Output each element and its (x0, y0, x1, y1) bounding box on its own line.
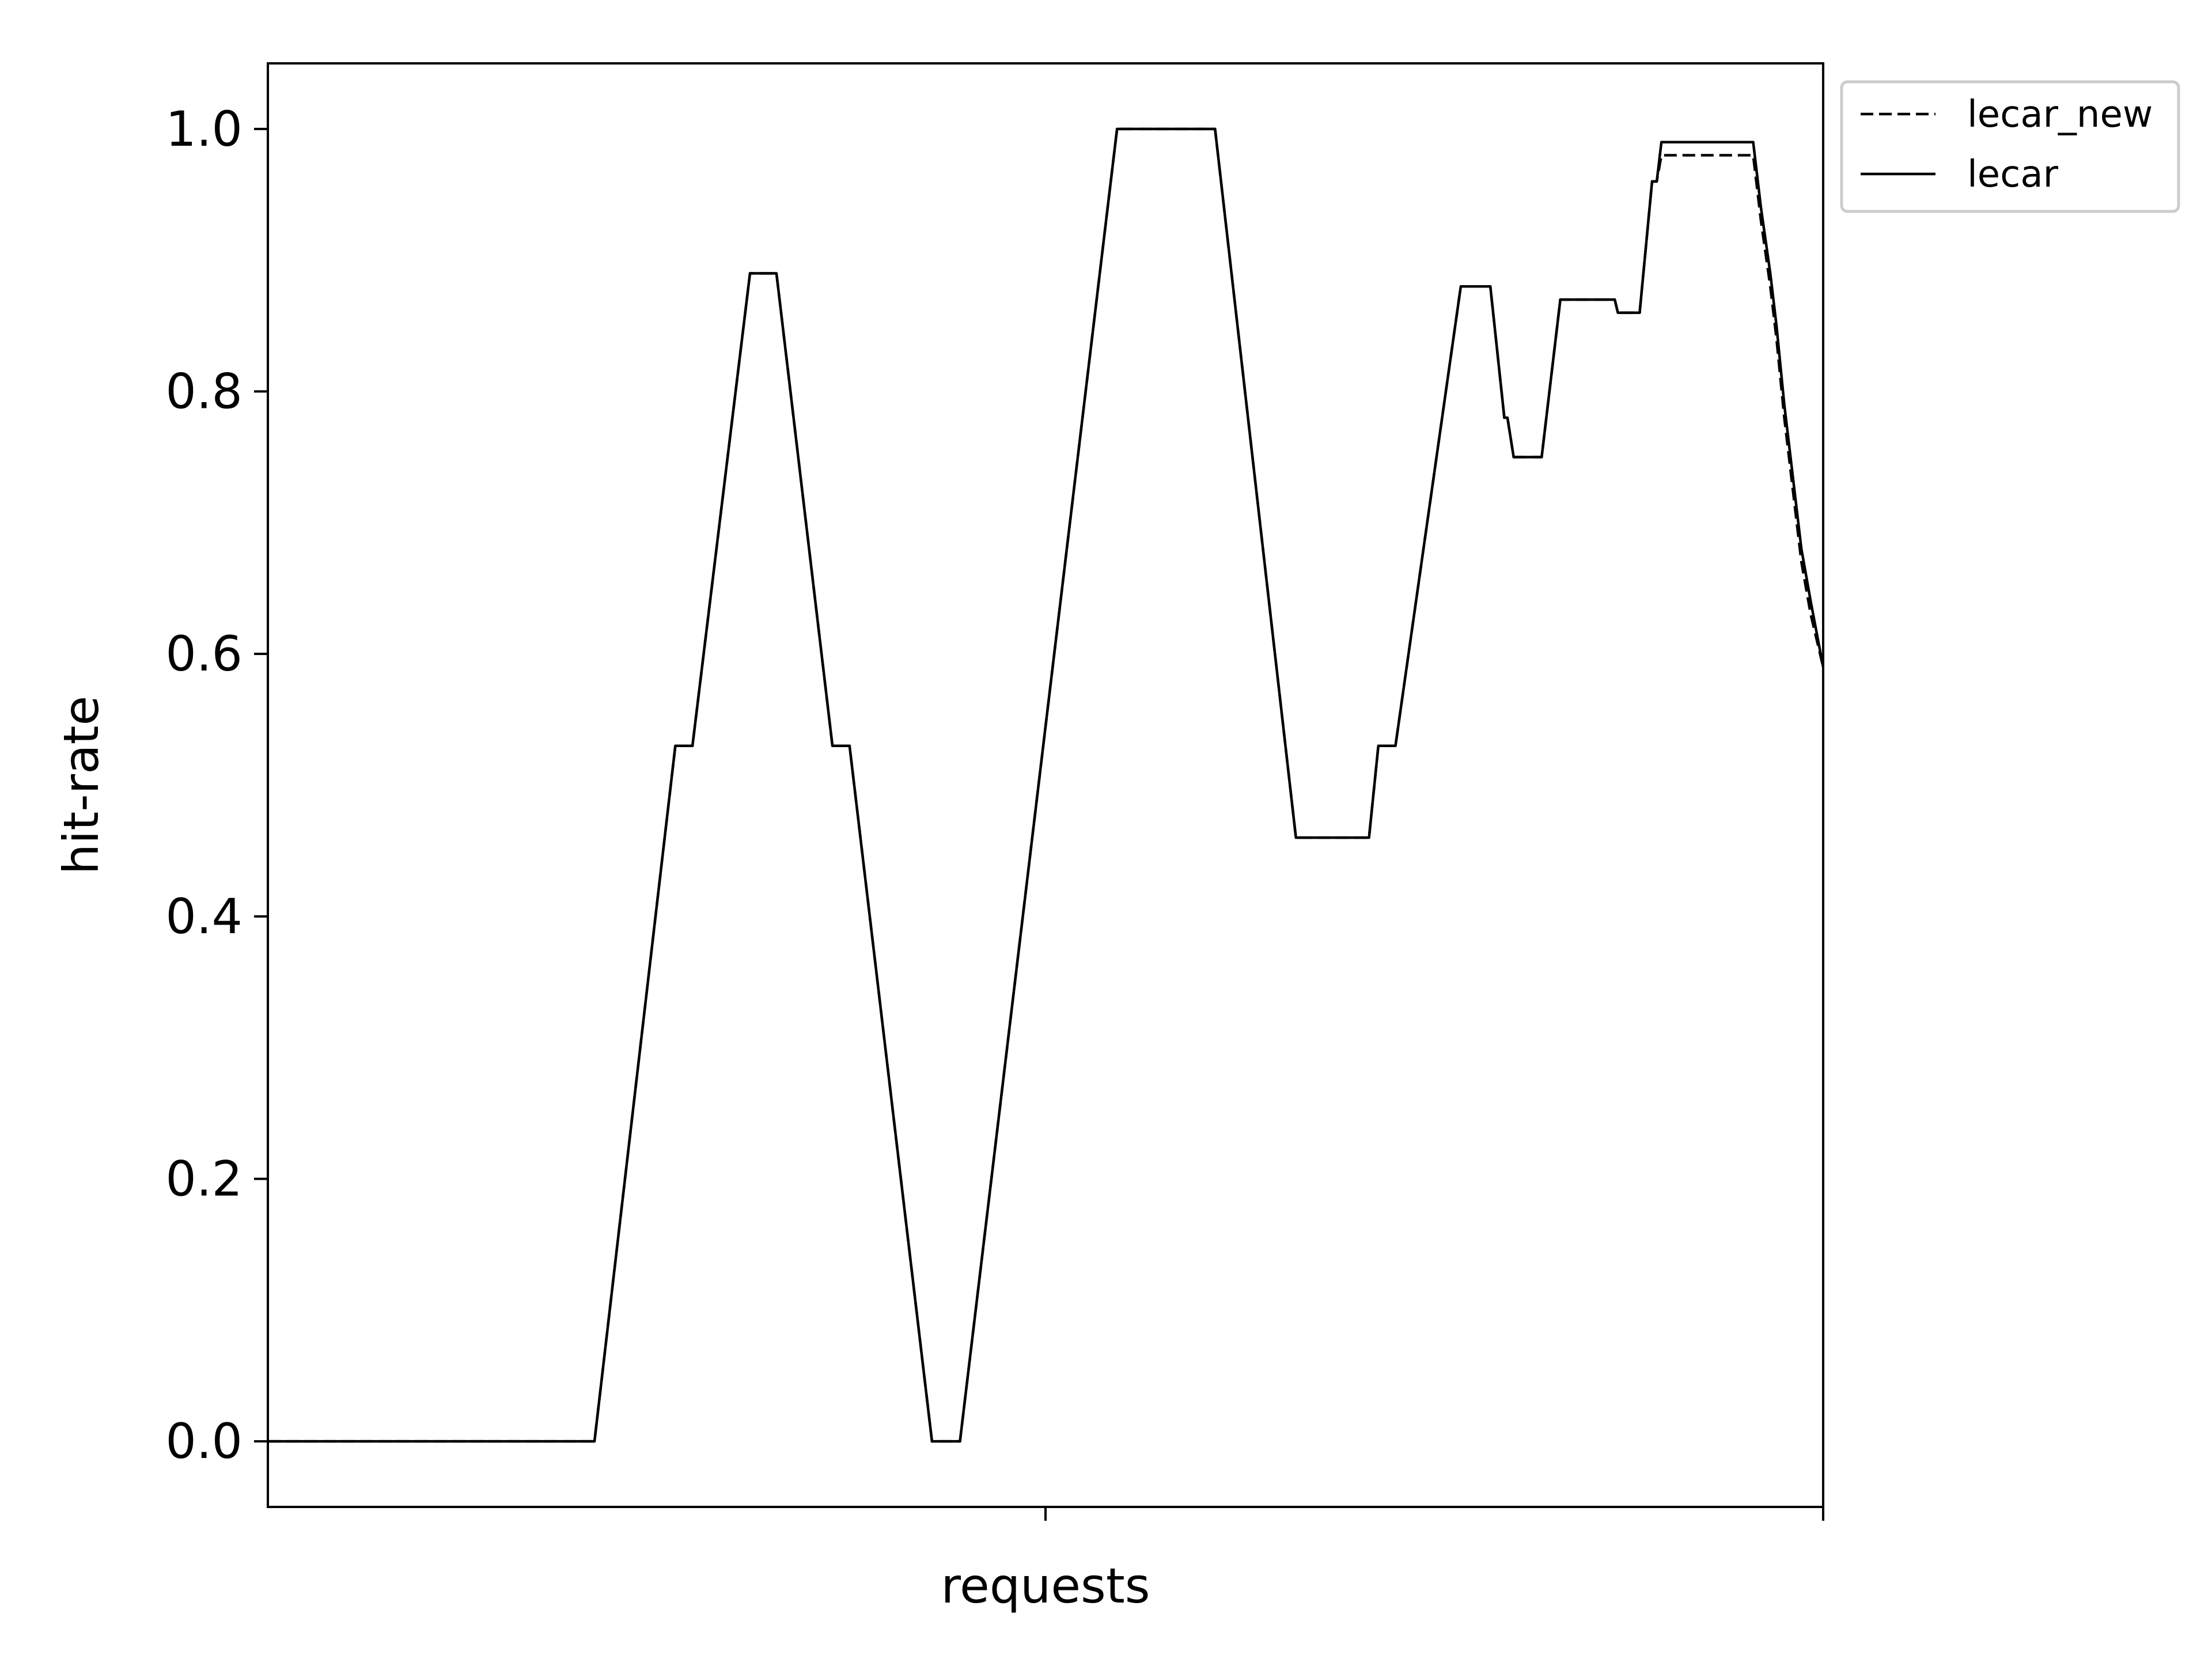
legend: lecar_new lecar (1840, 80, 2180, 213)
x-axis-label: requests (941, 1558, 1150, 1614)
legend-label-lecar-new: lecar_new (1967, 93, 2153, 136)
y-tick-label: 0.0 (165, 1413, 243, 1469)
series-layer (268, 127, 1825, 1443)
y-axis-ticks: 0.0 0.2 0.4 0.6 0.8 1.0 (165, 101, 268, 1469)
y-tick-label: 0.4 (165, 888, 243, 945)
y-tick-label: 0.8 (165, 363, 243, 420)
y-tick-label: 1.0 (165, 101, 243, 157)
x-axis-ticks (1044, 1507, 1824, 1521)
y-tick-label: 0.2 (165, 1150, 243, 1207)
series-line-lecar-new (268, 127, 1825, 1443)
y-tick-label: 0.6 (165, 626, 243, 682)
legend-label-lecar: lecar (1967, 153, 2059, 196)
y-axis-label: hit-rate (53, 696, 109, 874)
series-line-lecar (268, 127, 1825, 1443)
plot-area-frame (267, 62, 1824, 1508)
